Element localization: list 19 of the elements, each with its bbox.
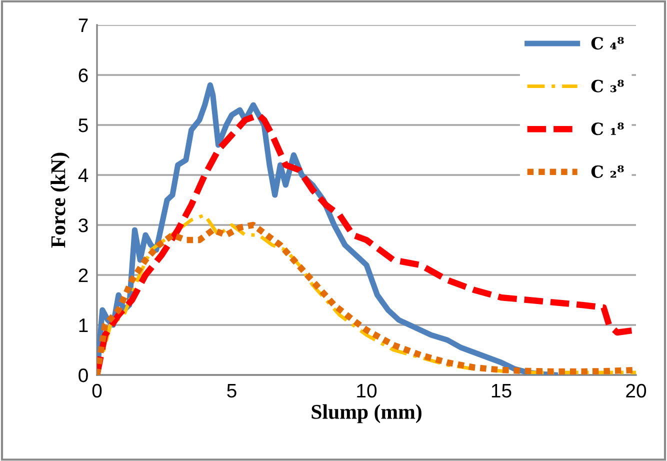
x-axis-title: Slump (mm) (312, 404, 422, 424)
x-tick-label: 10 (357, 384, 377, 398)
y-tick-label: 3 (78, 218, 88, 232)
y-axis-title: Force (kN) (50, 152, 70, 248)
y-tick-label: 7 (78, 18, 88, 32)
y-tick-label: 4 (78, 168, 88, 182)
y-tick-label: 5 (78, 118, 88, 132)
x-tick-label: 0 (92, 384, 102, 398)
y-tick-label: 6 (78, 68, 88, 82)
y-tick-label: 0 (78, 368, 88, 382)
legend-label: C ₃⁸ (591, 80, 624, 92)
legend-label: C ₄⁸ (591, 36, 624, 50)
y-tick-label: 2 (78, 268, 88, 282)
legend-label: C ₂⁸ (591, 165, 624, 178)
y-tick-label: 1 (79, 318, 88, 332)
x-tick-label: 15 (492, 384, 512, 398)
x-tick-label: 20 (626, 384, 646, 398)
legend-label: C ₁⁸ (591, 122, 624, 136)
x-tick-label: 5 (227, 384, 236, 398)
